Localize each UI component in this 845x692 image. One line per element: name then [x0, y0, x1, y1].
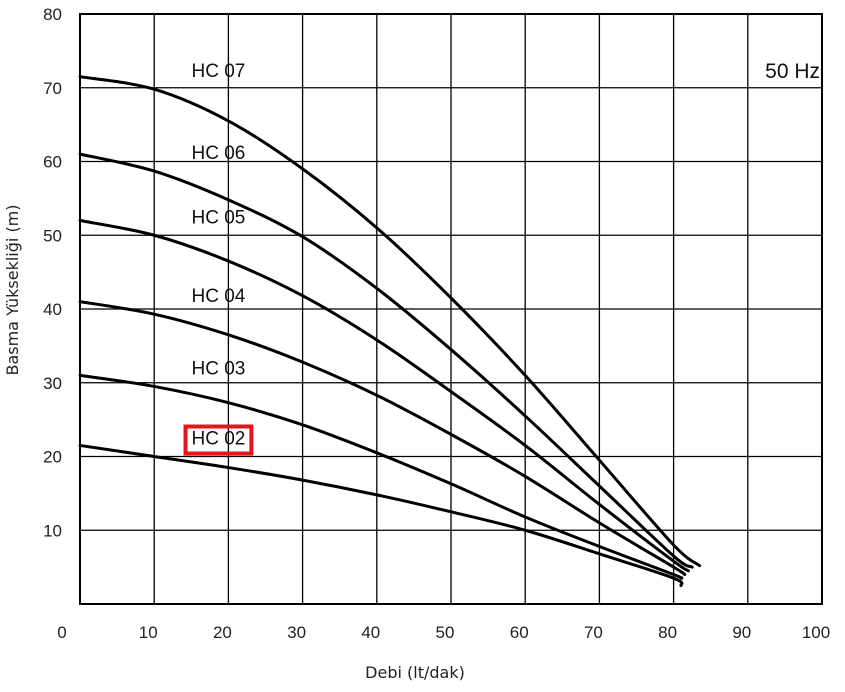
series-label-hc-06: HC 06 [192, 143, 246, 164]
y-tick-labels: 10 20 30 40 50 60 70 80 [43, 5, 62, 540]
x-tick-label: 100 [802, 623, 830, 642]
x-tick-label: 40 [361, 623, 380, 642]
x-axis-title: Debi (lt/dak) [365, 663, 465, 682]
y-tick-label: 40 [43, 300, 62, 319]
y-tick-label: 20 [43, 448, 62, 467]
series-labels: HC 07 HC 06 HC 05 HC 04 HC 03 HC 02 [183, 61, 254, 456]
frequency-annotation: 50 Hz [765, 60, 820, 83]
x-tick-label: 90 [732, 623, 751, 642]
series-line-hc-06 [78, 152, 694, 569]
series-line-hc-02 [78, 443, 684, 588]
series-line-hc-07 [78, 75, 702, 568]
y-tick-label: 30 [43, 374, 62, 393]
x-tick-label: 30 [287, 623, 306, 642]
x-tick-label: 50 [436, 623, 455, 642]
y-tick-label: 80 [43, 5, 62, 24]
series-label-hc-02: HC 02 [192, 429, 246, 450]
y-tick-label: 10 [43, 521, 62, 540]
x-tick-labels: 0 10 20 30 40 50 60 70 80 90 100 [57, 623, 830, 642]
series-line-hc-03 [78, 373, 684, 580]
grid [79, 13, 823, 605]
series-label-hc-04: HC 04 [192, 286, 246, 307]
y-tick-label: 50 [43, 226, 62, 245]
series-line-hc-05 [78, 219, 690, 573]
highlight-box [183, 424, 254, 456]
x-tick-label: 10 [139, 623, 158, 642]
plot-frame [79, 13, 823, 605]
series-curves [78, 75, 702, 588]
x-tick-label: 70 [584, 623, 603, 642]
y-tick-label: 70 [43, 79, 62, 98]
x-tick-label: 60 [510, 623, 529, 642]
series-line-hc-04 [78, 300, 687, 576]
series-label-hc-07: HC 07 [192, 61, 246, 82]
x-tick-label: 20 [213, 623, 232, 642]
y-tick-label: 60 [43, 153, 62, 172]
series-label-hc-05: HC 05 [192, 207, 246, 228]
x-tick-label: 80 [658, 623, 677, 642]
y-axis-title: Basma Yüksekliği (m) [3, 204, 22, 375]
series-label-hc-03: HC 03 [192, 358, 246, 379]
x-tick-label: 0 [57, 623, 66, 642]
